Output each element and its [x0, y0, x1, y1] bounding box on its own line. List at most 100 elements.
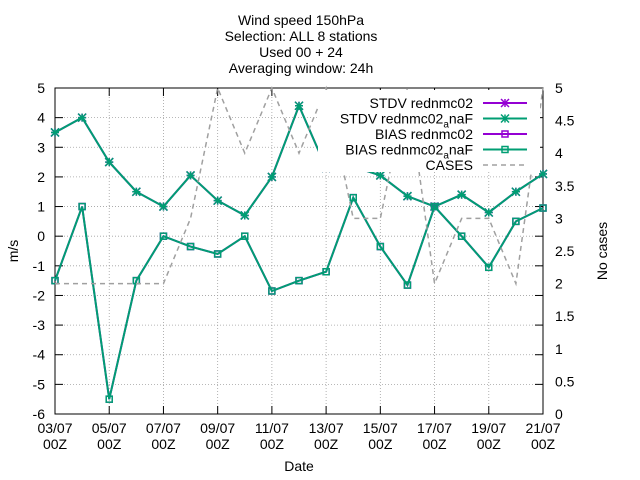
series-1-point-4 [158, 202, 168, 212]
series-3-point-4 [159, 232, 168, 240]
x-tick-label-9: 21/07 [525, 420, 560, 436]
y2-tick-label-3: 1.5 [555, 308, 575, 324]
legend-marker-2 [501, 130, 509, 138]
series-4 [55, 85, 544, 287]
y-tick-label-7: 1 [37, 199, 45, 215]
x-tick-label-2: 07/07 [146, 420, 181, 436]
series-3 [51, 193, 547, 403]
x-tick-label-hour-3: 00Z [206, 436, 231, 452]
x-tick-label-4: 11/07 [255, 420, 289, 436]
y2-axis: 0 0.5 1 1.5 2 2.5 3 3.5 4 4.5 5 [555, 80, 575, 422]
series-1-point-1 [77, 113, 87, 123]
y2-tick-label-8: 4 [555, 145, 563, 161]
series-1-point-18 [538, 169, 548, 179]
x-tick-label-hour-5: 00Z [314, 436, 339, 452]
title-line-1: Selection: ALL 8 stations [225, 28, 378, 44]
x-tick-label-hour-7: 00Z [422, 436, 447, 452]
x-tick-label-hour-4: 00Z [260, 436, 285, 452]
y-tick-label-2: -4 [33, 347, 46, 363]
y2-tick-label-0: 0 [555, 406, 563, 422]
series-1-point-0 [50, 127, 60, 137]
y2-tick-label-10: 5 [555, 80, 563, 96]
x-tick-label-hour-1: 00Z [97, 436, 122, 452]
title-line-3: Averaging window: 24h [229, 60, 374, 76]
y-axis-label: m/s [5, 240, 21, 263]
y-tick-label-10: 4 [37, 110, 45, 126]
y2-tick-label-1: 0.5 [555, 373, 575, 389]
title-line-2: Used 00 + 24 [259, 44, 343, 60]
legend-marker-0 [500, 98, 510, 108]
series-1-point-16 [484, 207, 494, 218]
y2-tick-label-2: 1 [555, 341, 563, 357]
series-line-3 [54, 195, 544, 400]
series-1-point-6 [213, 196, 223, 206]
x-tick-label-1: 05/07 [92, 420, 127, 436]
legend-label-4: CASES [426, 157, 473, 173]
series-3-point-10 [322, 267, 330, 276]
x-tick-label-7: 17/07 [417, 420, 452, 436]
x-tick-label-hour-2: 00Z [151, 436, 176, 452]
series-1-point-5 [186, 170, 196, 180]
series-2 [51, 193, 547, 403]
series-3-point-2 [105, 395, 113, 403]
series-3-point-12 [376, 242, 385, 251]
legend-label-3: BIAS rednmc02anaF [345, 142, 473, 162]
title-line-0: Wind speed 150hPa [238, 12, 364, 28]
x-tick-label-hour-9: 00Z [531, 436, 556, 452]
legend-label-0: STDV rednmc02 [370, 95, 474, 111]
y-tick-label-6: 0 [37, 228, 45, 244]
series-3-point-9 [295, 276, 303, 285]
y-tick-label-4: -2 [33, 287, 46, 303]
series-1-point-15 [457, 190, 467, 200]
series-1-point-13 [402, 191, 412, 201]
y2-tick-label-5: 2.5 [555, 243, 575, 259]
y-tick-label-9: 3 [37, 139, 45, 155]
x-axis: 03/0700Z05/0700Z07/0700Z09/0700Z11/0700Z… [37, 88, 561, 452]
y2-tick-label-9: 4.5 [555, 113, 575, 129]
series-line-4 [55, 85, 544, 287]
series-3-point-7 [241, 232, 249, 240]
y-tick-label-1: -5 [33, 376, 46, 392]
y2-tick-label-7: 3.5 [555, 178, 575, 194]
series-3-point-15 [457, 232, 466, 240]
y-tick-label-11: 5 [37, 80, 45, 96]
x-tick-label-hour-8: 00Z [477, 436, 502, 452]
series-1-point-2 [104, 157, 114, 167]
y-tick-label-0: -6 [33, 406, 46, 422]
series-3-point-13 [403, 281, 412, 289]
series-1-point-7 [240, 210, 250, 220]
y2-tick-label-4: 2 [555, 276, 563, 292]
series-3-point-17 [512, 217, 520, 226]
x-tick-label-0: 03/07 [37, 420, 72, 436]
series-3-point-6 [213, 250, 222, 258]
x-tick-label-hour-0: 00Z [43, 436, 68, 452]
plot-border [54, 87, 544, 415]
legend-marker-3 [501, 145, 509, 154]
series-1-point-3 [131, 187, 141, 197]
series-1-point-8 [267, 172, 277, 182]
y2-tick-label-6: 3 [555, 210, 563, 226]
x-tick-label-3: 09/07 [200, 420, 235, 436]
series-3-point-11 [349, 193, 357, 202]
legend-marker-1 [500, 113, 510, 124]
series-1-point-9 [294, 101, 304, 111]
legend-label-2: BIAS rednmc02 [375, 126, 473, 142]
series-1-point-17 [511, 187, 521, 197]
y-tick-label-5: -1 [33, 258, 46, 274]
x-tick-label-5: 13/07 [309, 420, 344, 436]
legend-label-1: STDV rednmc02anaF [340, 111, 473, 131]
x-tick-label-6: 15/07 [363, 420, 398, 436]
x-tick-label-hour-6: 00Z [368, 436, 393, 452]
y-axis: -6 -5 -4 -3 -2 -1 0 1 2 3 4 5 [33, 80, 543, 422]
series-3-point-16 [485, 263, 493, 272]
y-tick-label-8: 2 [37, 169, 45, 185]
x-tick-label-8: 19/07 [471, 420, 506, 436]
series-3-point-8 [268, 287, 276, 295]
series-3-point-1 [78, 202, 86, 211]
series-3-point-14 [430, 202, 439, 211]
y2-axis-label: No cases [594, 222, 610, 280]
y-tick-label-3: -3 [33, 317, 46, 333]
